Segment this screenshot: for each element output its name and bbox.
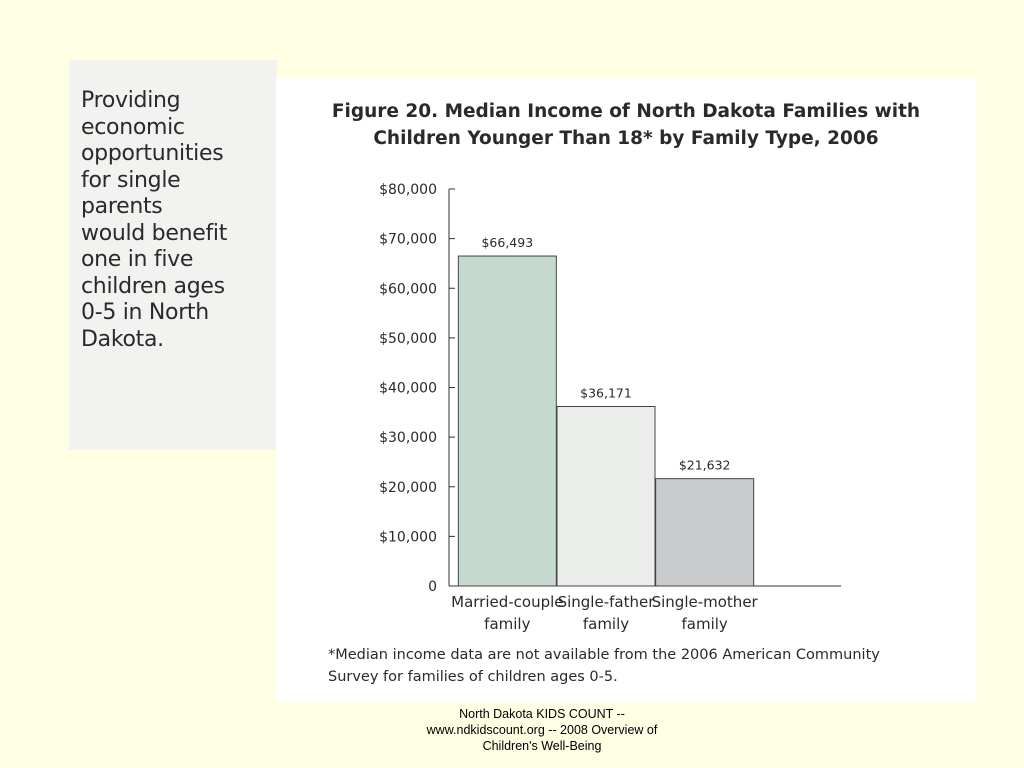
y-tick-label: $30,000 [379, 430, 437, 446]
source-line: North Dakota KIDS COUNT -- [459, 707, 625, 721]
callout-line: for single [81, 167, 181, 193]
source-credit: North Dakota KIDS COUNT -- www.ndkidscou… [392, 706, 692, 754]
figure-panel: Figure 20. Median Income of North Dakota… [276, 78, 976, 702]
bar-value-label: $66,493 [481, 235, 533, 250]
callout-line: would benefit [81, 220, 228, 246]
x-category-label: Married-couple [451, 593, 563, 611]
bar-value-label: $21,632 [679, 458, 731, 473]
callout-line: economic [81, 114, 185, 140]
y-tick-label: $20,000 [379, 480, 437, 496]
source-line: www.ndkidscount.org -- 2008 Overview of [426, 723, 658, 737]
figure-title-line: Figure 20. Median Income of North Dakota… [331, 101, 921, 122]
callout-box: Providing economic opportunities for sin… [69, 60, 277, 450]
footnote-line: *Median income data are not available fr… [328, 647, 880, 663]
y-tick-label: $60,000 [379, 281, 437, 297]
y-tick-label: 0 [428, 579, 437, 595]
source-line: Children's Well-Being [482, 739, 602, 753]
callout-line: parents [81, 194, 163, 219]
callout-line: Providing [81, 88, 181, 113]
bar [457, 255, 557, 587]
footnote-line: Survey for families of children ages 0-5… [328, 669, 618, 685]
callout-line: 0-5 in North [81, 300, 209, 325]
callout-line: one in five [81, 247, 194, 272]
y-tick-label: $70,000 [379, 232, 437, 248]
bar-chart: 0 $10,000 $20,000 $30,000 $40,000 $50,000 $60,… [379, 182, 841, 633]
figure-title-line: Children Younger Than 18* by Family Type… [373, 128, 879, 149]
y-tick-label: $80,000 [379, 182, 437, 198]
bar [556, 406, 656, 587]
x-category-label: family [484, 615, 530, 633]
figure-title: Figure 20. Median Income of North Dakota… [276, 98, 976, 152]
bar-value-label: $36,171 [580, 386, 632, 401]
callout-text: Providing economic opportunities for sin… [81, 88, 267, 353]
y-tick-label: $40,000 [379, 381, 437, 397]
figure-footnote: *Median income data are not available fr… [328, 644, 928, 688]
x-category-label: family [583, 615, 629, 633]
callout-line: opportunities [81, 141, 224, 166]
y-tick-label: $50,000 [379, 331, 437, 347]
callout-line: children ages [81, 273, 225, 299]
callout-line: Dakota. [81, 326, 164, 352]
bar [655, 478, 755, 587]
x-category-label: Single-father [558, 593, 656, 611]
x-category-label: Single-mother [652, 593, 759, 611]
x-category-label: family [682, 615, 728, 633]
y-tick-label: $10,000 [379, 529, 437, 545]
